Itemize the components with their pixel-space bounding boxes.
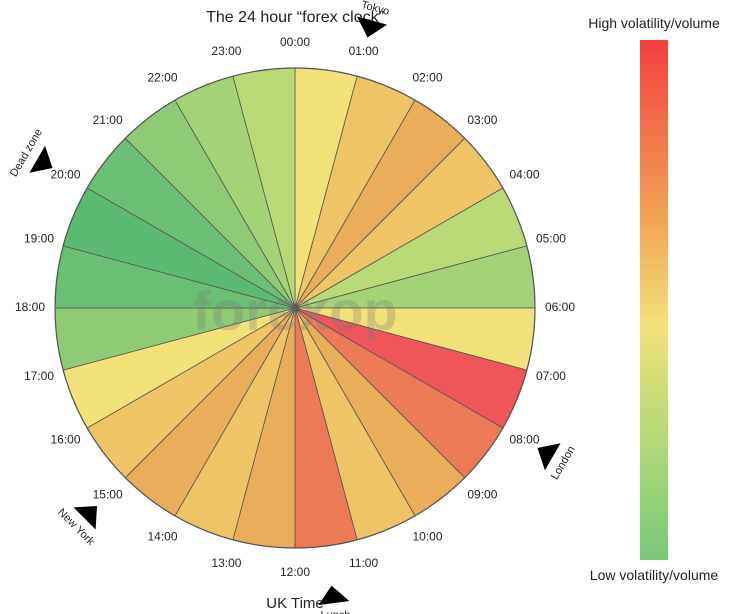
hour-label: 14:00 [147, 530, 177, 544]
marker-label: Lunch [320, 609, 350, 614]
hour-label: 02:00 [412, 71, 442, 85]
marker-label: Dead zone [8, 127, 45, 179]
hour-label: 11:00 [349, 556, 378, 570]
watermark-text: forexop [192, 279, 397, 342]
hour-label: 21:00 [93, 113, 123, 127]
hour-label: 09:00 [467, 488, 497, 502]
hour-label: 10:00 [412, 530, 442, 544]
chart-subtitle: UK Time [266, 595, 324, 612]
hour-label: 20:00 [50, 168, 80, 182]
legend-high-label: High volatility/volume [588, 15, 720, 31]
hour-label: 12:00 [280, 565, 310, 579]
hour-label: 04:00 [509, 168, 539, 182]
legend-low-label: Low volatility/volume [590, 567, 719, 583]
hour-label: 03:00 [467, 113, 497, 127]
hour-label: 13:00 [211, 556, 241, 570]
hour-label: 17:00 [24, 369, 54, 383]
hour-label: 08:00 [509, 433, 539, 447]
hour-label: 00:00 [280, 35, 310, 49]
chart-title: The 24 hour “forex clock” [206, 9, 384, 26]
hour-label: 05:00 [536, 232, 566, 246]
hour-label: 16:00 [50, 433, 80, 447]
hour-label: 01:00 [349, 44, 379, 58]
hour-label: 07:00 [536, 369, 566, 383]
hour-label: 22:00 [147, 71, 177, 85]
hour-label: 19:00 [24, 232, 54, 246]
hour-label: 15:00 [93, 488, 123, 502]
hour-label: 23:00 [211, 44, 241, 58]
hour-label: 06:00 [545, 300, 575, 314]
legend-gradient-bar [640, 40, 668, 560]
hour-label: 18:00 [15, 300, 45, 314]
